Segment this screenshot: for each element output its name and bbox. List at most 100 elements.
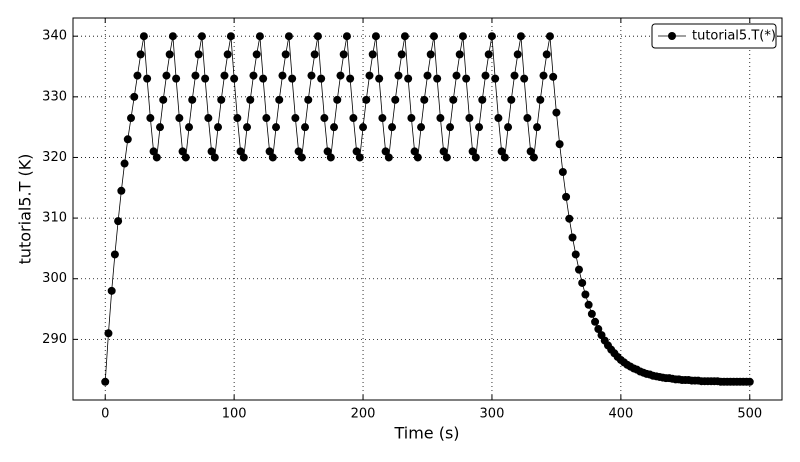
x-tick-label: 100	[222, 407, 247, 422]
data-point	[339, 50, 348, 59]
x-tick-label: 400	[608, 407, 633, 422]
data-point	[549, 72, 558, 81]
data-point	[236, 147, 245, 156]
data-point	[259, 74, 268, 83]
x-tick-label: 200	[351, 407, 376, 422]
x-tick-label: 300	[480, 407, 505, 422]
data-point	[346, 74, 355, 83]
data-point	[745, 377, 754, 386]
data-point	[152, 153, 161, 162]
data-point	[262, 114, 271, 123]
data-point	[143, 74, 152, 83]
data-point	[291, 114, 300, 123]
data-point	[513, 50, 522, 59]
data-point	[384, 153, 393, 162]
data-point	[562, 192, 571, 201]
data-point	[465, 114, 474, 123]
data-point	[394, 71, 403, 80]
data-point	[223, 50, 232, 59]
data-point	[400, 32, 409, 41]
data-point	[249, 71, 258, 80]
data-point	[210, 153, 219, 162]
data-point	[162, 71, 171, 80]
data-point	[565, 214, 574, 223]
data-point	[574, 265, 583, 274]
data-point	[545, 32, 554, 41]
data-point	[139, 32, 148, 41]
data-point	[159, 95, 168, 104]
data-point	[275, 95, 284, 104]
data-point	[504, 123, 513, 132]
data-point	[591, 317, 600, 326]
data-point	[362, 95, 371, 104]
data-point	[510, 71, 519, 80]
data-point	[342, 32, 351, 41]
data-point	[581, 290, 590, 299]
data-point	[204, 114, 213, 123]
data-point	[220, 71, 229, 80]
data-point	[529, 153, 538, 162]
data-point	[114, 217, 123, 226]
data-point	[436, 114, 445, 123]
data-point	[252, 50, 261, 59]
y-tick-label: 300	[42, 271, 67, 286]
data-point	[191, 71, 200, 80]
data-point	[230, 74, 239, 83]
data-point	[420, 95, 429, 104]
data-point	[404, 74, 413, 83]
data-point	[429, 32, 438, 41]
data-point	[552, 108, 561, 117]
data-point	[146, 114, 155, 123]
data-point	[123, 135, 132, 144]
data-point	[323, 147, 332, 156]
data-point	[391, 95, 400, 104]
data-point	[194, 50, 203, 59]
data-point	[571, 250, 580, 259]
data-point	[149, 147, 158, 156]
data-point	[542, 50, 551, 59]
data-point	[558, 168, 567, 177]
plot-frame	[72, 17, 783, 401]
data-point	[397, 50, 406, 59]
data-point	[423, 71, 432, 80]
data-point	[130, 92, 139, 101]
y-tick-label: 310	[42, 211, 67, 226]
data-point	[381, 147, 390, 156]
data-point	[317, 74, 326, 83]
data-point	[255, 32, 264, 41]
data-point	[507, 95, 516, 104]
data-point	[330, 123, 339, 132]
y-axis-label: tutorial5.T (K)	[16, 154, 35, 265]
data-point	[294, 147, 303, 156]
data-point	[188, 95, 197, 104]
data-point	[207, 147, 216, 156]
data-point	[520, 74, 529, 83]
data-point	[320, 114, 329, 123]
legend-box	[651, 23, 777, 49]
data-point	[523, 114, 532, 123]
data-point	[127, 114, 136, 123]
data-point	[136, 50, 145, 59]
data-point	[217, 95, 226, 104]
data-point	[301, 123, 310, 132]
data-point	[310, 50, 319, 59]
data-point	[446, 123, 455, 132]
data-point	[104, 329, 113, 338]
x-tick-label: 500	[737, 407, 762, 422]
data-point	[243, 123, 252, 132]
data-point	[288, 74, 297, 83]
data-point	[484, 50, 493, 59]
data-point	[578, 278, 587, 287]
data-point	[378, 114, 387, 123]
data-point	[359, 123, 368, 132]
data-point	[433, 74, 442, 83]
data-point	[265, 147, 274, 156]
data-point	[107, 286, 116, 295]
data-point	[500, 153, 509, 162]
data-point	[246, 95, 255, 104]
data-point	[413, 153, 422, 162]
data-point	[172, 74, 181, 83]
data-point	[539, 71, 548, 80]
data-point	[368, 50, 377, 59]
